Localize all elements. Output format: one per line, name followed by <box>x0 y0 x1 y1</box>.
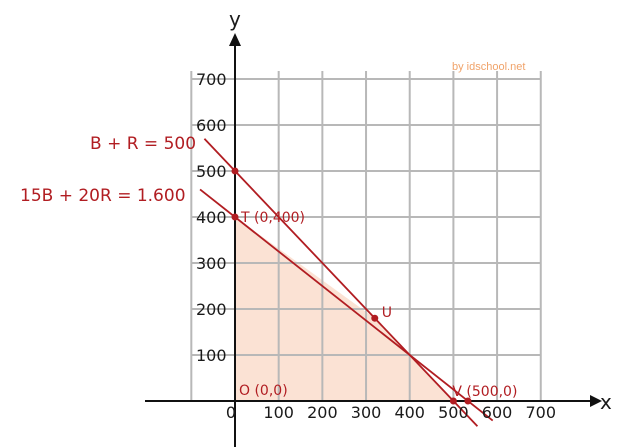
x-tick-label: 0 <box>226 403 236 422</box>
y-tick-label: 100 <box>196 346 227 365</box>
point-marker <box>371 314 379 322</box>
x-axis-arrow <box>590 395 602 407</box>
watermark: by idschool.net <box>452 61 525 73</box>
point-marker <box>449 397 457 405</box>
x-tick-label: 100 <box>263 403 294 422</box>
y-axis-arrow <box>229 33 241 46</box>
point-marker <box>464 397 472 405</box>
x-axis-label: x <box>600 390 612 414</box>
equation-label-1: B + R = 500 <box>90 134 196 154</box>
y-tick-label: 400 <box>196 208 227 227</box>
point-label: U <box>382 305 392 321</box>
y-tick-label: 500 <box>196 162 227 181</box>
y-tick-label: 200 <box>196 300 227 319</box>
x-tick-label: 700 <box>525 403 556 422</box>
x-tick-label: 300 <box>351 403 382 422</box>
point-label: V (500,0) <box>452 384 517 400</box>
y-tick-label: 600 <box>196 116 227 135</box>
point-marker <box>231 213 239 221</box>
x-tick-label: 400 <box>394 403 425 422</box>
y-tick-label: 300 <box>196 254 227 273</box>
constraint-line-1 <box>203 138 479 427</box>
point-marker <box>231 167 239 175</box>
y-axis-label: y <box>229 7 241 31</box>
point-label: O (0,0) <box>239 383 288 399</box>
x-tick-label: 600 <box>482 403 513 422</box>
x-tick-label: 500 <box>438 403 469 422</box>
constraint-line-2 <box>199 188 494 422</box>
point-label: T (0,400) <box>240 210 305 226</box>
x-tick-label: 200 <box>307 403 338 422</box>
equation-label-2: 15B + 20R = 1.600 <box>20 186 186 206</box>
y-tick-label: 700 <box>196 70 227 89</box>
